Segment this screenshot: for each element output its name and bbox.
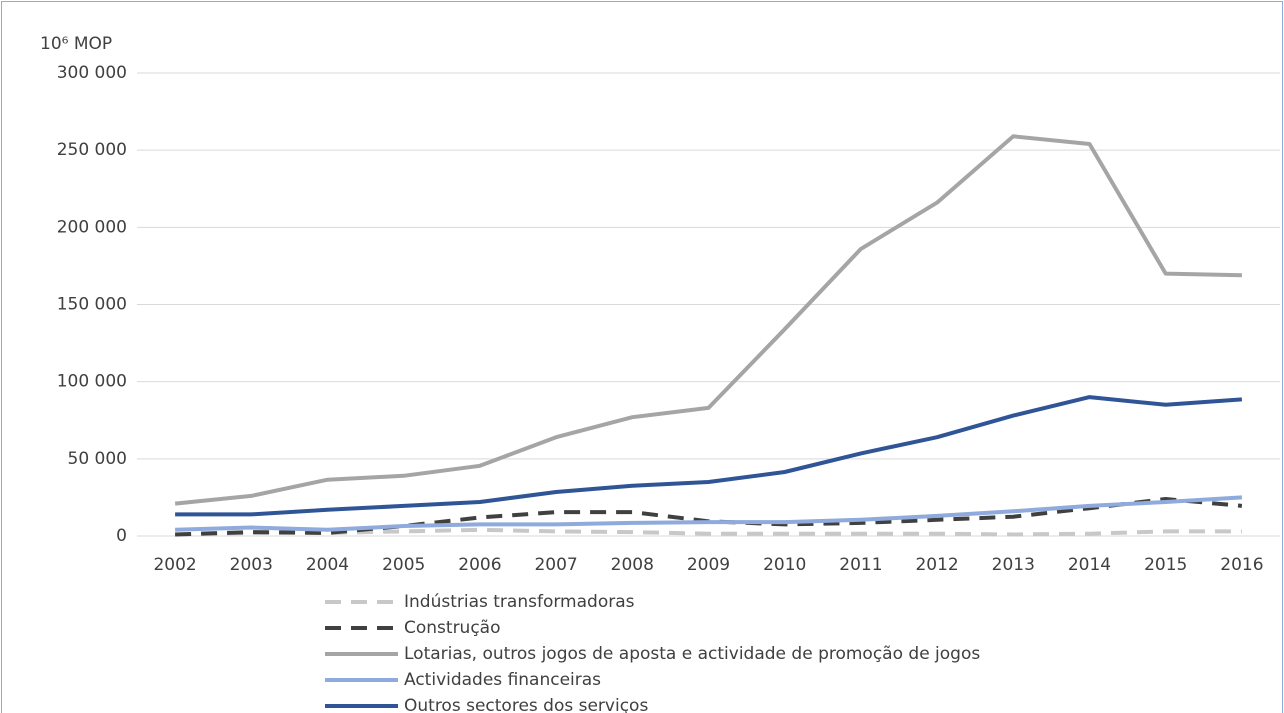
legend-label: Construção xyxy=(404,618,501,638)
x-tick-label: 2006 xyxy=(458,555,501,575)
x-tick-label: 2013 xyxy=(992,555,1035,575)
y-tick-label: 300 000 xyxy=(57,63,127,83)
x-tick-label: 2014 xyxy=(1068,555,1111,575)
x-tick-label: 2004 xyxy=(306,555,349,575)
y-axis-label: 10⁶ MOP xyxy=(40,34,112,54)
y-tick-label: 250 000 xyxy=(57,140,127,160)
x-tick-label: 2010 xyxy=(763,555,806,575)
x-tick-label: 2003 xyxy=(230,555,273,575)
y-tick-label: 50 000 xyxy=(68,449,127,469)
series-line xyxy=(175,495,1243,532)
x-tick-label: 2005 xyxy=(382,555,425,575)
legend-label: Lotarias, outros jogos de aposta e activ… xyxy=(404,644,980,664)
x-tick-label: 2016 xyxy=(1220,555,1263,575)
y-tick-label: 0 xyxy=(116,526,127,546)
legend-label: Indústrias transformadoras xyxy=(404,592,635,612)
y-tick-label: 100 000 xyxy=(57,372,127,392)
legend-label: Outros sectores dos serviços xyxy=(404,696,648,713)
y-tick-label: 200 000 xyxy=(57,217,127,237)
series-line xyxy=(174,134,1242,506)
x-tick-label: 2008 xyxy=(611,555,654,575)
x-tick-label: 2009 xyxy=(687,555,730,575)
x-tick-label: 2002 xyxy=(153,555,196,575)
x-tick-label: 2015 xyxy=(1144,555,1187,575)
series-line xyxy=(175,395,1243,517)
series-line xyxy=(175,527,1242,537)
y-tick-label: 150 000 xyxy=(57,295,127,315)
legend-label: Actividades financeiras xyxy=(404,670,601,690)
x-tick-label: 2007 xyxy=(534,555,577,575)
x-tick-label: 2011 xyxy=(839,555,882,575)
x-tick-label: 2012 xyxy=(915,555,958,575)
